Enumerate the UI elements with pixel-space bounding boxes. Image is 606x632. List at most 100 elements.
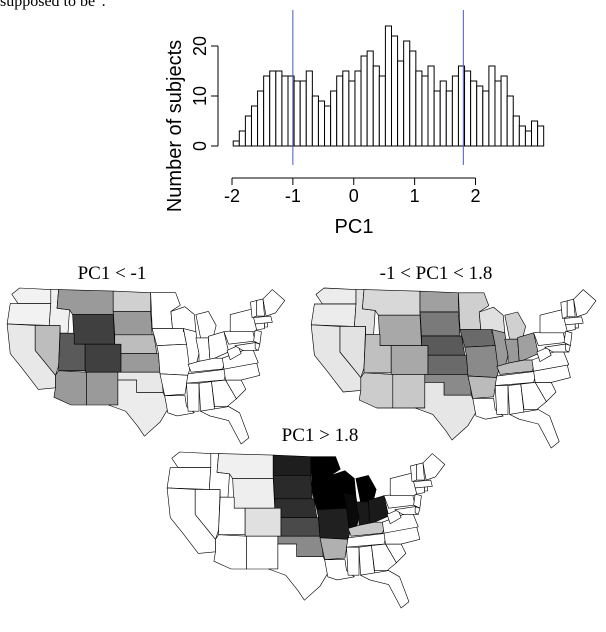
map-title-low: PC1 < -1 [78, 263, 147, 284]
histogram-bar [500, 75, 508, 147]
histogram-bar [537, 125, 545, 147]
state-nh [416, 462, 425, 481]
state-sd [272, 475, 313, 500]
histogram-bar [360, 55, 368, 147]
histogram-bar [439, 80, 447, 147]
state-mi [504, 311, 526, 340]
y-tick-label: 10 [190, 86, 210, 106]
state-me [262, 289, 286, 317]
histogram-bar [464, 70, 472, 147]
map-title-mid: -1 < PC1 < 1.8 [380, 263, 493, 284]
us-map-mid [310, 287, 597, 449]
state-ma [413, 479, 433, 489]
state-ks [427, 354, 469, 375]
histogram-bar [257, 90, 265, 147]
x-tick-label: 2 [470, 186, 480, 206]
state-ia [151, 328, 187, 347]
histogram-bar [250, 105, 259, 147]
state-az [53, 370, 87, 406]
state-sd [112, 311, 153, 336]
histogram-bar [324, 105, 332, 147]
state-ma [563, 316, 584, 326]
state-fl [200, 406, 250, 445]
state-ga [520, 382, 547, 410]
histogram-bar [311, 95, 319, 147]
state-ne [274, 498, 318, 518]
histogram-bar [415, 70, 423, 147]
state-wy [72, 314, 116, 345]
state-fl [509, 409, 560, 449]
top-text: supposed to be". [0, 0, 106, 10]
state-wa [171, 451, 212, 468]
histogram-bar [531, 120, 539, 147]
histogram-bar [299, 80, 307, 147]
histogram-bar [518, 125, 526, 147]
y-tick-label: 0 [190, 141, 210, 151]
state-mo [464, 345, 501, 378]
state-wi [330, 470, 357, 496]
state-la [324, 559, 355, 581]
histogram-bar [524, 130, 533, 147]
histogram-bar [263, 75, 271, 147]
x-tick-label: 0 [349, 186, 359, 206]
y-axis-label: Number of subjects [164, 40, 186, 212]
state-wv [536, 346, 552, 362]
state-mi [195, 311, 217, 339]
state-sd [419, 311, 461, 337]
state-mo [316, 507, 352, 540]
x-tick-label: -2 [224, 186, 240, 206]
state-nd [112, 290, 151, 312]
state-de [414, 506, 421, 515]
y-tick-label: 20 [190, 36, 210, 56]
histogram-bar [390, 35, 399, 147]
state-tx [268, 543, 330, 601]
state-la [164, 395, 195, 417]
state-va [222, 346, 259, 370]
histogram-bar [317, 100, 326, 147]
state-wv [226, 345, 242, 361]
state-ga [371, 543, 397, 571]
state-oh [517, 332, 539, 362]
state-ar [159, 373, 189, 396]
state-ga [211, 379, 237, 407]
histogram-bar [342, 70, 350, 147]
state-va [382, 510, 419, 534]
histogram-bar [494, 80, 502, 147]
state-nm [392, 374, 426, 409]
histogram-bar [445, 90, 453, 147]
histogram-bar [305, 70, 313, 147]
histogram-bar [512, 115, 520, 147]
state-me [573, 289, 597, 318]
state-wv [386, 509, 402, 525]
histogram-bar [451, 75, 459, 147]
histogram-bar [336, 75, 344, 147]
state-ia [311, 492, 347, 511]
histogram-bar [378, 75, 386, 147]
histogram-bar [421, 75, 429, 147]
histogram-bar [506, 95, 514, 147]
state-mo [156, 343, 192, 376]
map-title-high: PC1 > 1.8 [282, 425, 359, 446]
state-or [166, 467, 212, 490]
state-ar [467, 375, 498, 399]
histogram-bar [433, 90, 441, 147]
state-nm [86, 371, 119, 406]
histogram-bar [238, 130, 246, 147]
histogram-bar [384, 25, 392, 147]
state-nd [272, 454, 311, 476]
histogram-bar [293, 80, 301, 147]
histogram-bar [470, 80, 478, 147]
state-nd [419, 290, 459, 313]
state-az [358, 372, 394, 409]
state-tx [414, 382, 478, 441]
state-tx [108, 379, 170, 437]
reference-lines [292, 10, 464, 165]
x-tick-label: -1 [285, 186, 301, 206]
state-fl [360, 570, 410, 609]
histogram-bars [232, 25, 545, 147]
state-ks [120, 353, 161, 373]
histogram-bar [232, 140, 240, 147]
histogram-bar [427, 65, 435, 147]
x-tick-label: 1 [410, 186, 420, 206]
